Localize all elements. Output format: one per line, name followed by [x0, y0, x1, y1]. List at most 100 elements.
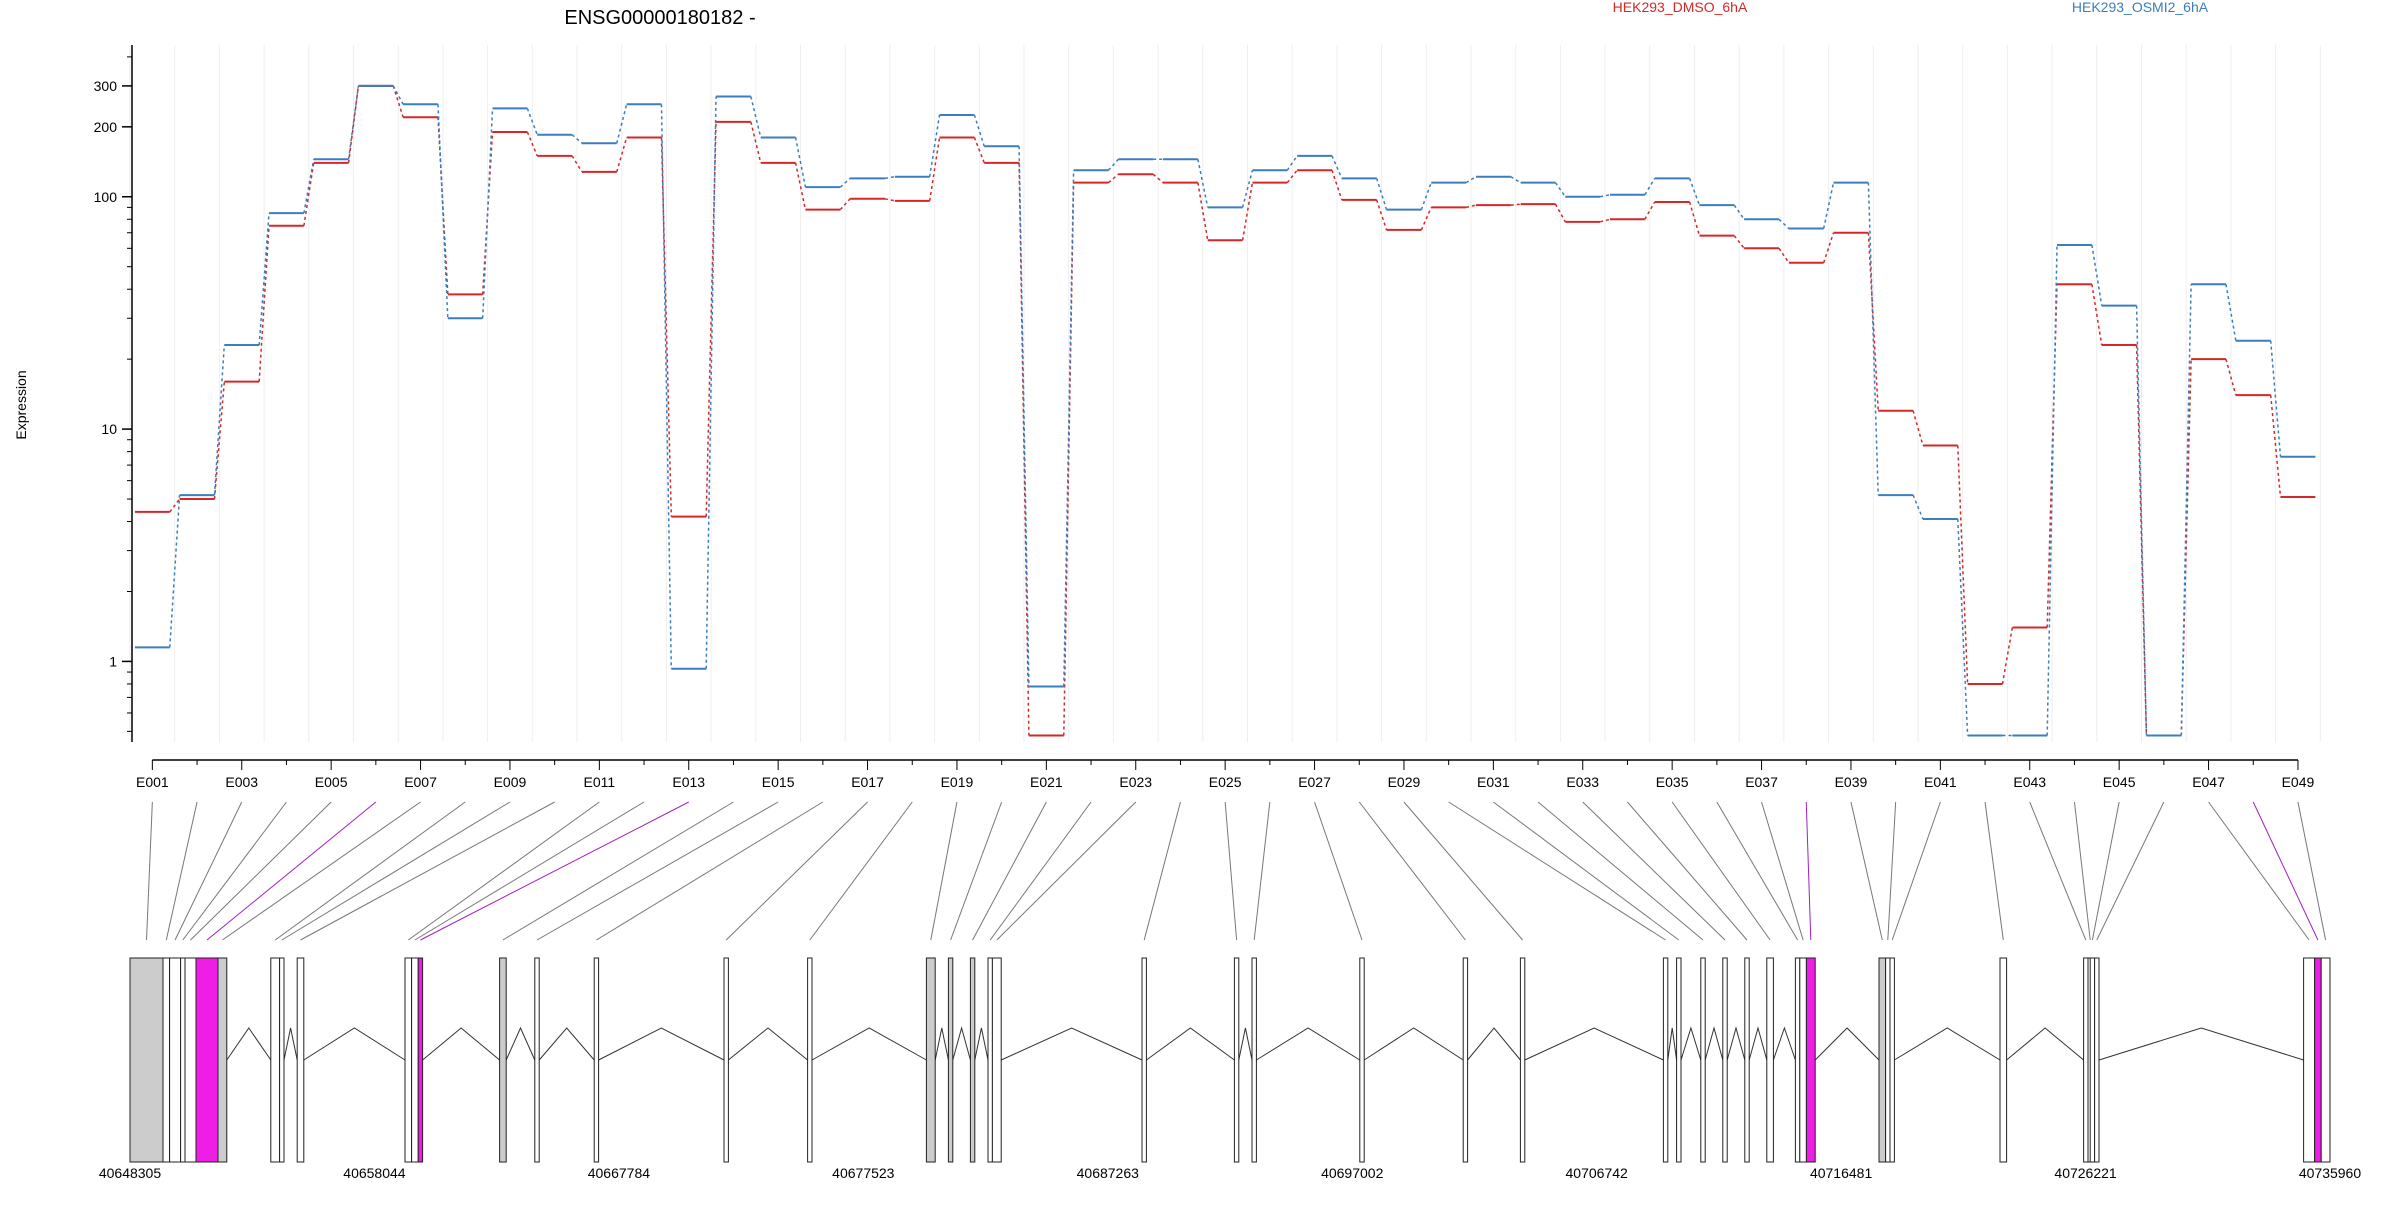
exon-connector: [1891, 801, 1941, 941]
exon-connector: [972, 801, 1047, 941]
exon-box: [499, 957, 507, 1163]
exon-transition: [1465, 176, 1477, 184]
exon-transition: [1600, 194, 1611, 198]
exon-connector: [2252, 801, 2319, 941]
exon-connector: [502, 801, 734, 941]
exon-box: [723, 957, 729, 1163]
intron-line: [728, 1027, 808, 1061]
exon-box: [411, 957, 419, 1163]
exon-transition: [258, 213, 270, 346]
x-tick-label: E013: [672, 774, 705, 790]
exon-transition: [571, 134, 583, 144]
exon-connector: [1627, 801, 1748, 941]
exon-transition: [2225, 358, 2237, 396]
exon-transition: [973, 137, 985, 164]
exon-connector: [414, 801, 645, 941]
exon-transition: [2269, 340, 2282, 457]
x-tick-label: E009: [494, 774, 527, 790]
exon-transition: [169, 495, 181, 648]
exon-connector: [206, 801, 377, 941]
y-axis-label: Expression: [13, 370, 29, 439]
exon-connector: [1716, 801, 1799, 941]
x-tick-label: E045: [2103, 774, 2136, 790]
intron-line: [1726, 1026, 1746, 1061]
exon-box: [404, 957, 413, 1163]
exon-transition: [1241, 182, 1254, 241]
intron-line: [538, 1027, 595, 1061]
exon-connector: [1493, 801, 1680, 941]
exon-connector: [2208, 801, 2310, 941]
genomic-coordinate-label: 40706742: [1566, 1165, 1629, 1181]
exon-box: [1359, 957, 1365, 1163]
x-tick-label: E001: [136, 774, 169, 790]
exon-box: [1700, 957, 1706, 1163]
intron-line: [1146, 1027, 1235, 1061]
x-tick-label: E041: [1924, 774, 1957, 790]
exon-box: [534, 957, 540, 1163]
exon-transition: [1063, 182, 1075, 736]
exon-connector: [809, 801, 913, 941]
exon-box: [1805, 957, 1816, 1163]
y-tick-label: 1: [109, 653, 117, 669]
series-dmso: [134, 84, 2316, 737]
legend-entry-osmi2: HEK293_OSMI2_6hA: [2072, 0, 2209, 15]
genomic-coordinate-label: 40726221: [2054, 1165, 2117, 1181]
exon-transition: [1018, 146, 1030, 687]
exon-connector: [2297, 801, 2327, 941]
intron-line: [2098, 1027, 2304, 1061]
exon-transition: [1331, 155, 1343, 179]
exon-connector: [1537, 801, 1704, 941]
exon-transition: [750, 121, 762, 163]
exon-transition: [347, 85, 360, 163]
exon-connector: [1984, 801, 2004, 941]
exon-box: [2320, 957, 2331, 1163]
y-tick-label: 300: [94, 78, 118, 94]
intron-line: [422, 1027, 500, 1061]
exon-connector: [950, 801, 1003, 941]
exon-box: [169, 957, 182, 1163]
x-tick-label: E021: [1030, 774, 1063, 790]
x-tick-label: E019: [941, 774, 974, 790]
exon-box: [1519, 957, 1526, 1163]
exon-connector: [281, 801, 511, 941]
intron-line: [811, 1027, 927, 1061]
exon-transition: [526, 131, 538, 157]
exon-box: [969, 957, 976, 1163]
x-tick-label: E003: [225, 774, 258, 790]
intron-line: [1814, 1027, 1880, 1061]
exon-transition: [1599, 218, 1611, 223]
exon-connector: [1143, 801, 1181, 941]
genomic-coordinate-label: 40716481: [1810, 1165, 1873, 1181]
intron-line: [1467, 1027, 1521, 1061]
exon-box: [129, 957, 164, 1163]
exon-connector: [1761, 801, 1804, 941]
exon-connector: [1224, 801, 1238, 941]
exon-box: [279, 957, 285, 1163]
intron-line: [1667, 1027, 1678, 1061]
exon-connector: [165, 801, 198, 941]
exon-box: [2089, 957, 2096, 1163]
exon-transition: [1420, 182, 1432, 210]
x-tick-label: E039: [1835, 774, 1868, 790]
exon-transition: [1331, 170, 1343, 201]
exon-transition: [1822, 182, 1835, 229]
exon-connector-lines: [146, 801, 2327, 941]
exon-transition: [1375, 199, 1388, 231]
exon-box: [593, 957, 600, 1163]
exon-box: [1799, 957, 1807, 1163]
exon-connector: [2091, 801, 2120, 941]
gene-model: [129, 957, 2331, 1163]
x-tick-label: E043: [2013, 774, 2046, 790]
x-tick-label: E033: [1566, 774, 1599, 790]
exon-transition: [705, 96, 717, 669]
x-tick-label: E035: [1656, 774, 1689, 790]
exon-transition: [2135, 345, 2148, 736]
x-tick-label: E011: [584, 774, 616, 790]
exon-transition: [1733, 235, 1745, 249]
exon-connector: [1358, 801, 1466, 941]
exon-box: [2083, 957, 2089, 1163]
exon-connector: [996, 801, 1137, 941]
exon-box: [1462, 957, 1469, 1163]
x-tick-label: E005: [315, 774, 348, 790]
